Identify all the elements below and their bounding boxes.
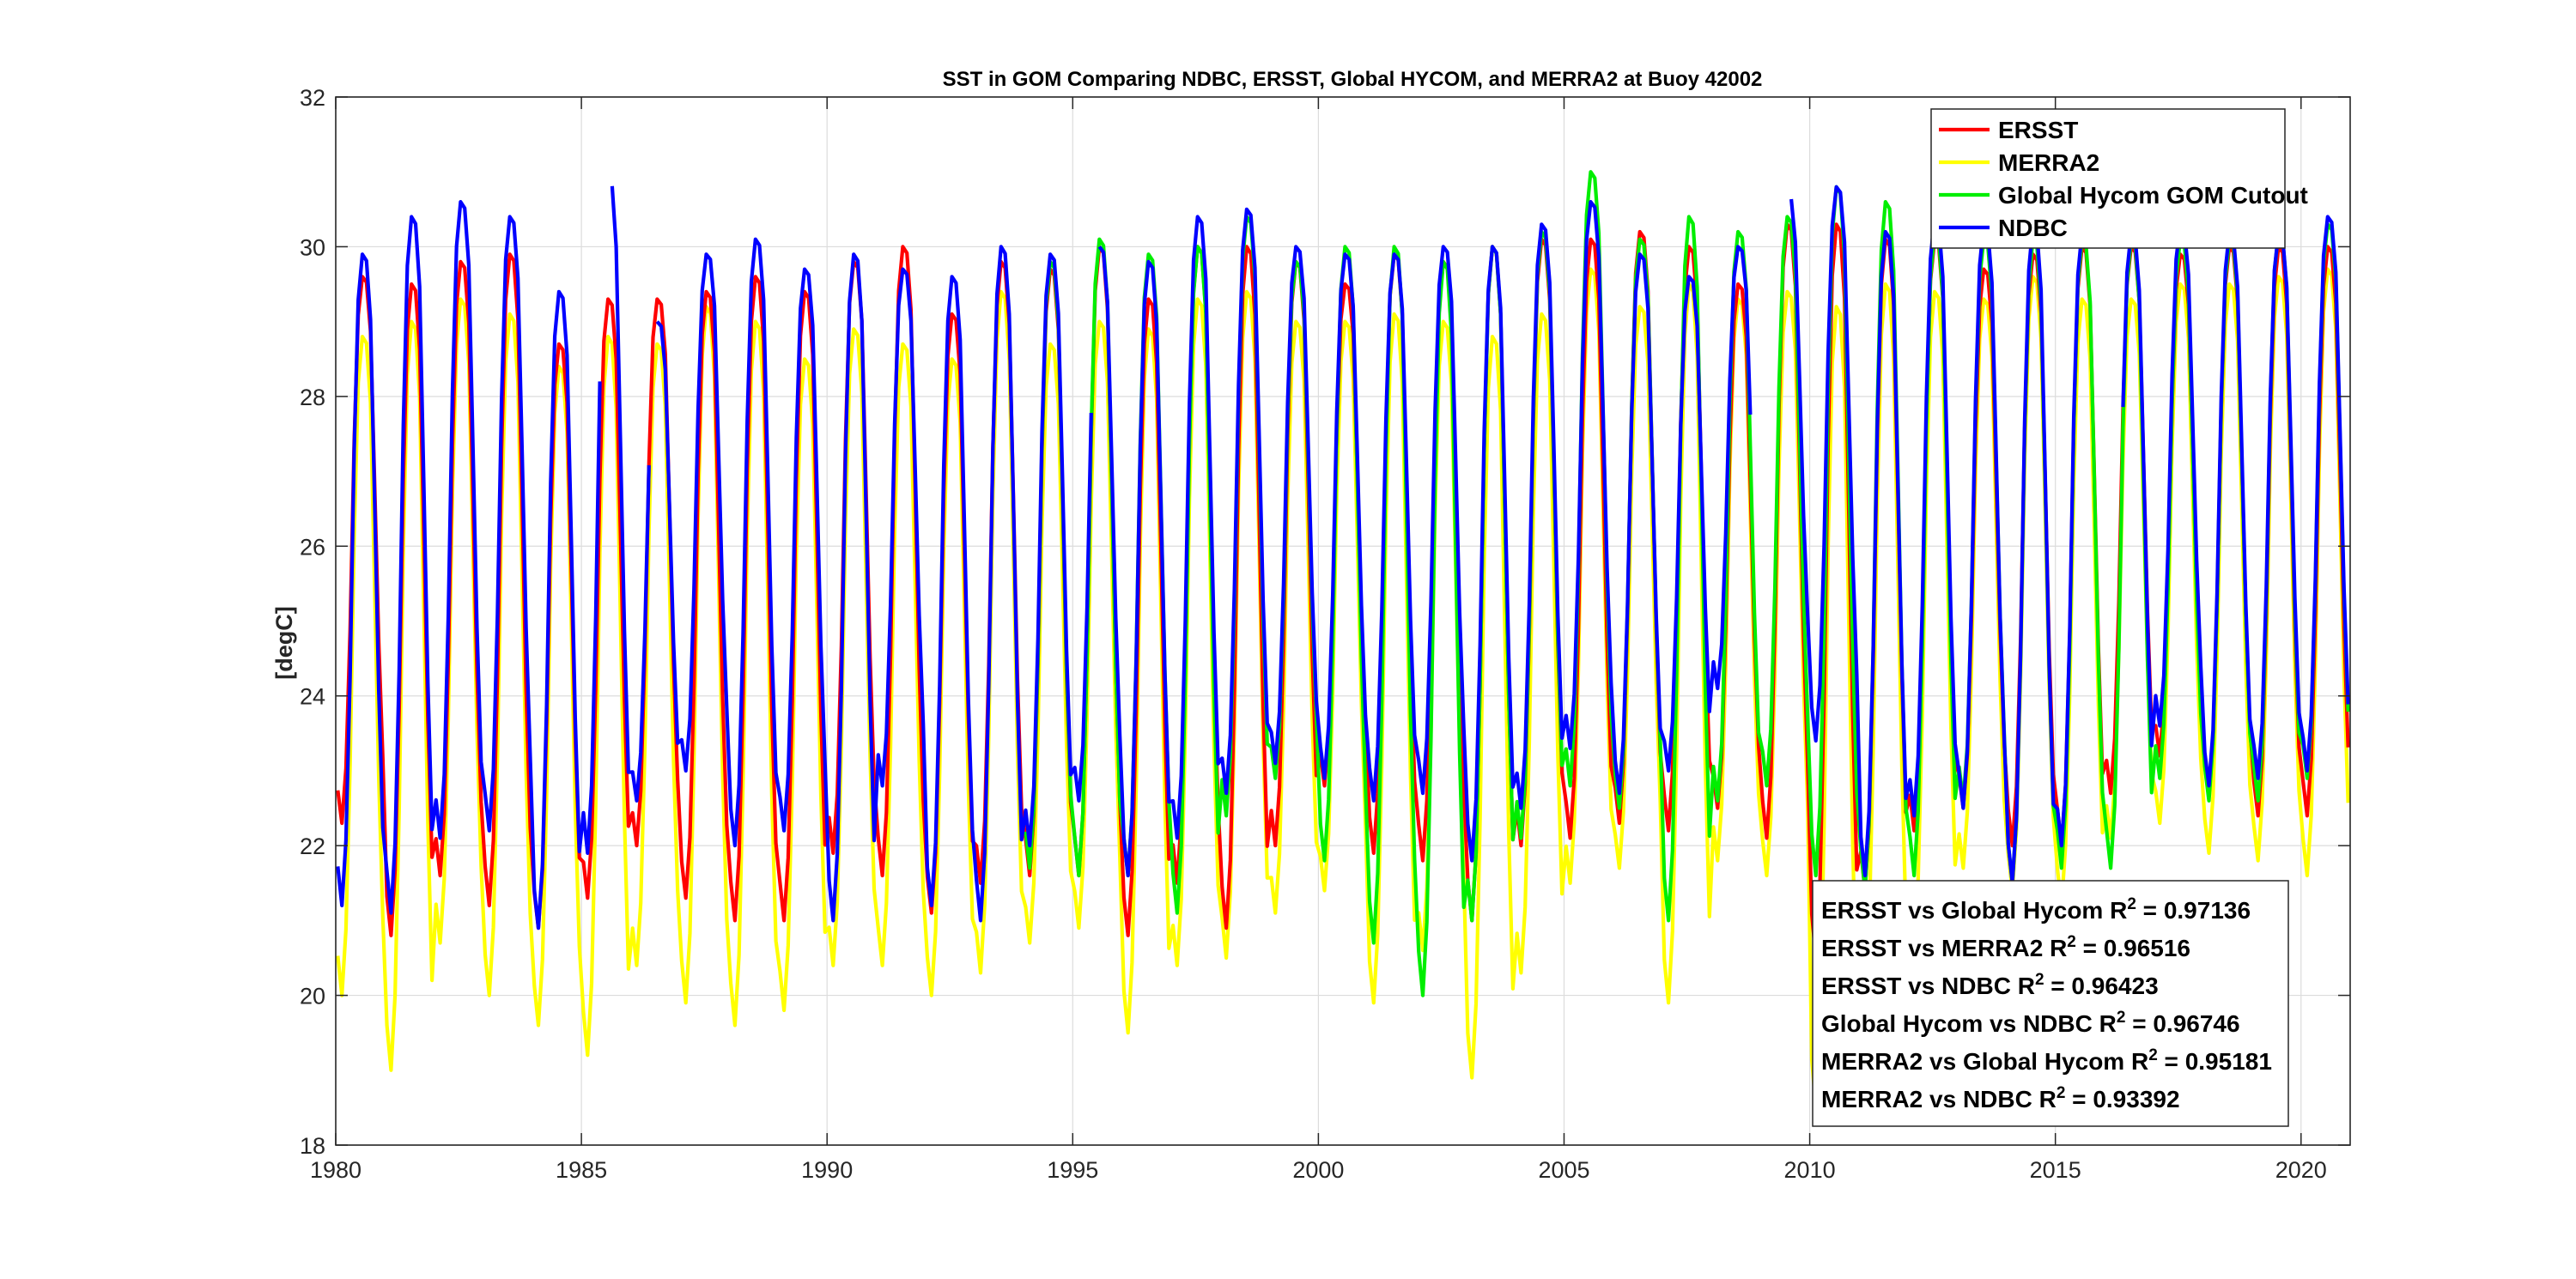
y-tick-label: 20 <box>300 984 325 1009</box>
legend-label: Global Hycom GOM Cutout <box>1998 182 2308 209</box>
y-tick-label: 22 <box>300 833 325 859</box>
y-tick-label: 30 <box>300 234 325 260</box>
y-tick-label: 32 <box>300 85 325 111</box>
y-tick-label: 18 <box>300 1133 325 1159</box>
y-tick-label: 28 <box>300 385 325 410</box>
stat-line: ERSST vs MERRA2 R2 = 0.96516 <box>1821 933 2190 961</box>
stats-box <box>1812 880 2289 1127</box>
plot-frame <box>335 96 2351 1146</box>
stat-line: MERRA2 vs NDBC R2 = 0.93392 <box>1821 1084 2180 1112</box>
x-tick-label: 2020 <box>2275 1157 2327 1183</box>
x-tick-label: 1990 <box>801 1157 853 1183</box>
x-tick-label: 1985 <box>556 1157 607 1183</box>
chart-title: SST in GOM Comparing NDBC, ERSST, Global… <box>943 68 1763 91</box>
legend-label: ERSST <box>1998 117 2078 143</box>
stat-line: Global Hycom vs NDBC R2 = 0.96746 <box>1821 1009 2240 1037</box>
legend-label: NDBC <box>1998 215 2068 241</box>
stat-line: MERRA2 vs Global Hycom R2 = 0.95181 <box>1821 1046 2272 1075</box>
legend: ERSST MERRA2 Global Hycom GOM Cutout NDBC <box>1930 108 2308 249</box>
x-tick-label: 1995 <box>1047 1157 1098 1183</box>
y-tick-label: 24 <box>300 684 325 710</box>
legend-box <box>1930 108 2286 249</box>
axes: 1980 1985 1990 1995 2000 2005 2010 2015 2020 18 20… <box>300 85 2351 1183</box>
y-axis-label: [degC] <box>271 606 297 679</box>
x-tick-label: 2015 <box>2030 1157 2081 1183</box>
series-line-ndbc <box>336 185 2350 930</box>
r-squared-stats-box: ERSST vs Global Hycom R2 = 0.97136 ERSST … <box>1812 880 2289 1127</box>
x-tick-label: 2010 <box>1784 1157 1836 1183</box>
legend-label: MERRA2 <box>1998 149 2099 176</box>
y-tick-label: 26 <box>300 534 325 560</box>
stat-line: ERSST vs Global Hycom R2 = 0.97136 <box>1821 895 2251 924</box>
stat-line: ERSST vs NDBC R2 = 0.96423 <box>1821 971 2159 999</box>
x-tick-label: 2005 <box>1538 1157 1589 1183</box>
x-tick-label: 1980 <box>310 1157 361 1183</box>
x-tick-label: 2000 <box>1292 1157 1344 1183</box>
